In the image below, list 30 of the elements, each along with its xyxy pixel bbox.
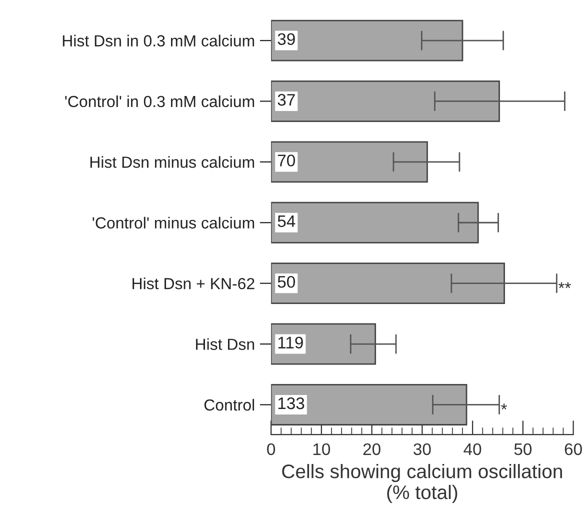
x-axis-title: Cells showing calcium oscillation (% total): [282, 464, 562, 504]
x-tick-label: 30: [414, 443, 431, 456]
x-tick-label: 10: [313, 443, 330, 456]
annotation: 39: [278, 33, 295, 46]
annotation: 119: [278, 336, 303, 348]
x-tick-label: 50: [514, 443, 532, 456]
y-tick-label: Hist Dsn minus calcium: [90, 156, 254, 168]
y-tick-label: 'Control' minus calcium: [92, 216, 254, 229]
x-tick-label: 40: [464, 443, 482, 456]
annotation: 50: [278, 276, 295, 288]
annotation: 133: [278, 397, 304, 410]
annotation: 54: [278, 215, 296, 228]
x-tick-label: 0: [267, 443, 276, 456]
y-tick-label: Control: [204, 398, 254, 411]
y-tick-label: Hist Dsn: [196, 338, 254, 350]
annotation: **: [558, 282, 571, 288]
bar: [271, 262, 505, 304]
bar: [271, 141, 428, 183]
y-tick-label: Hist Dsn in 0.3 mM calcium: [62, 34, 254, 46]
annotation: 70: [278, 154, 295, 166]
y-tick-label: 'Control' in 0.3 mM calcium: [65, 95, 254, 108]
annotation: *: [501, 404, 507, 410]
bar: [271, 202, 479, 244]
x-tick-label: 60: [564, 443, 582, 456]
annotation: 37: [278, 94, 295, 106]
bar: [271, 20, 464, 62]
bar: [271, 80, 500, 122]
x-tick-label: 20: [363, 443, 380, 456]
y-tick-label: Hist Dsn + KN-62: [132, 278, 254, 290]
bar: [271, 384, 468, 426]
